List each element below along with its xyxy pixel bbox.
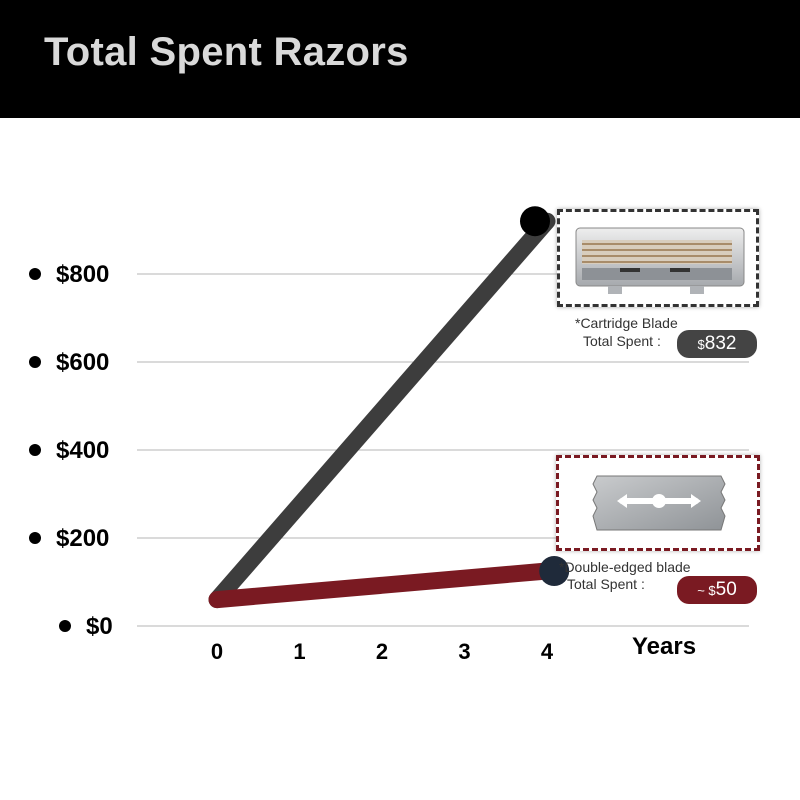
double-edge-caption-line1: *Double-edged blade (559, 559, 691, 575)
y-tick-bullet (29, 532, 41, 544)
cartridge-price-badge: $832 (677, 330, 757, 358)
cartridge-razor-icon (575, 227, 745, 294)
y-tick-label: $800 (56, 261, 109, 288)
y-tick-label: $400 (56, 437, 109, 464)
series-end-point-0 (520, 206, 550, 237)
cartridge-caption-line1: *Cartridge Blade (575, 315, 678, 331)
x-tick-label: 3 (458, 639, 470, 664)
x-tick-label: 4 (541, 639, 554, 664)
y-tick-bullet (59, 620, 71, 632)
x-axis-label: Years (632, 633, 696, 660)
y-tick-label: $600 (56, 349, 109, 376)
double-edge-price-prefix: ~ $ (697, 583, 716, 598)
header-bar: Total Spent Razors (0, 0, 800, 118)
y-tick-label: $0 (86, 613, 113, 640)
y-tick-bullet (29, 268, 41, 280)
double-edge-price-badge: ~ $50 (677, 576, 757, 604)
cartridge-caption-line2: Total Spent : (583, 333, 661, 349)
x-tick-label: 2 (376, 639, 388, 664)
double-edge-image-frame (556, 455, 760, 551)
y-tick-label: $200 (56, 525, 109, 552)
y-tick-bullet (29, 444, 41, 456)
x-tick-label: 0 (211, 639, 223, 664)
x-tick-label: 1 (293, 639, 305, 664)
double-edge-price-value: 50 (715, 579, 737, 600)
double-edge-blade-icon (592, 475, 726, 531)
series-end-point-1 (539, 556, 570, 586)
series-line-0 (208, 212, 556, 609)
cartridge-price-prefix: $ (697, 337, 705, 352)
page-title: Total Spent Razors (44, 30, 409, 74)
cartridge-image-frame (557, 209, 759, 307)
series-line-1 (208, 562, 556, 609)
double-edge-caption-line2: Total Spent : (567, 576, 645, 592)
cartridge-price-value: 832 (704, 333, 737, 354)
y-tick-bullet (29, 356, 41, 368)
